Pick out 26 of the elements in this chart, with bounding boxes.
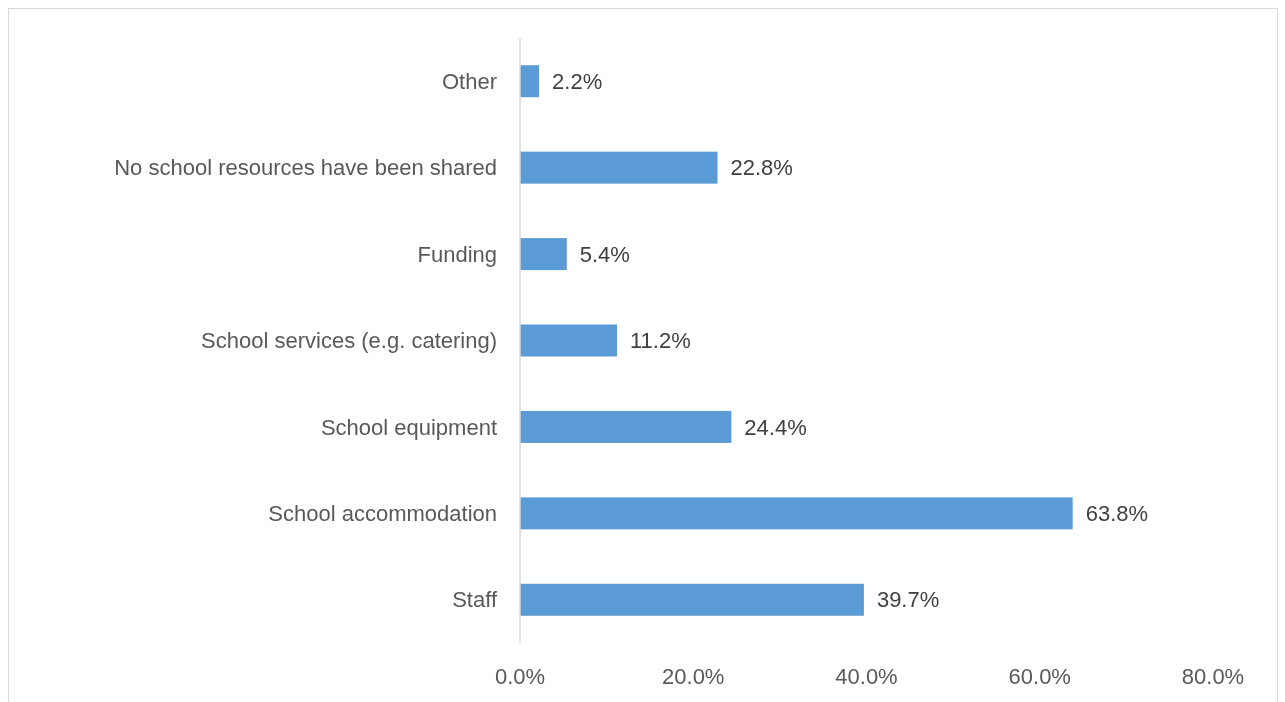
data-label: 39.7% bbox=[876, 587, 940, 613]
data-label: 63.8% bbox=[1085, 501, 1149, 527]
bar bbox=[520, 583, 864, 616]
x-tick-label: 40.0% bbox=[835, 663, 898, 689]
x-tick-label: 60.0% bbox=[1008, 663, 1071, 689]
x-tick-label: 20.0% bbox=[662, 663, 725, 689]
bar bbox=[520, 238, 567, 271]
y-tick-label: Funding bbox=[417, 241, 497, 267]
bar bbox=[520, 65, 540, 98]
bar bbox=[520, 151, 718, 184]
x-tick-label: 0.0% bbox=[494, 663, 546, 689]
bar bbox=[520, 410, 732, 443]
x-tick-label: 80.0% bbox=[1181, 663, 1245, 689]
y-tick-label: Other bbox=[441, 68, 497, 94]
data-label: 5.4% bbox=[579, 241, 630, 267]
y-tick-label: School equipment bbox=[320, 414, 497, 440]
bar bbox=[520, 324, 618, 357]
bar bbox=[520, 497, 1073, 530]
data-label: 2.2% bbox=[552, 68, 603, 94]
data-label: 11.2% bbox=[630, 328, 691, 354]
data-label: 24.4% bbox=[744, 414, 807, 440]
y-tick-label: Staff bbox=[452, 587, 498, 613]
data-label: 22.8% bbox=[730, 155, 793, 181]
y-tick-label: School accommodation bbox=[268, 501, 497, 527]
y-tick-label: School services (e.g. catering) bbox=[201, 328, 497, 354]
y-tick-label: No school resources have been shared bbox=[114, 155, 497, 181]
